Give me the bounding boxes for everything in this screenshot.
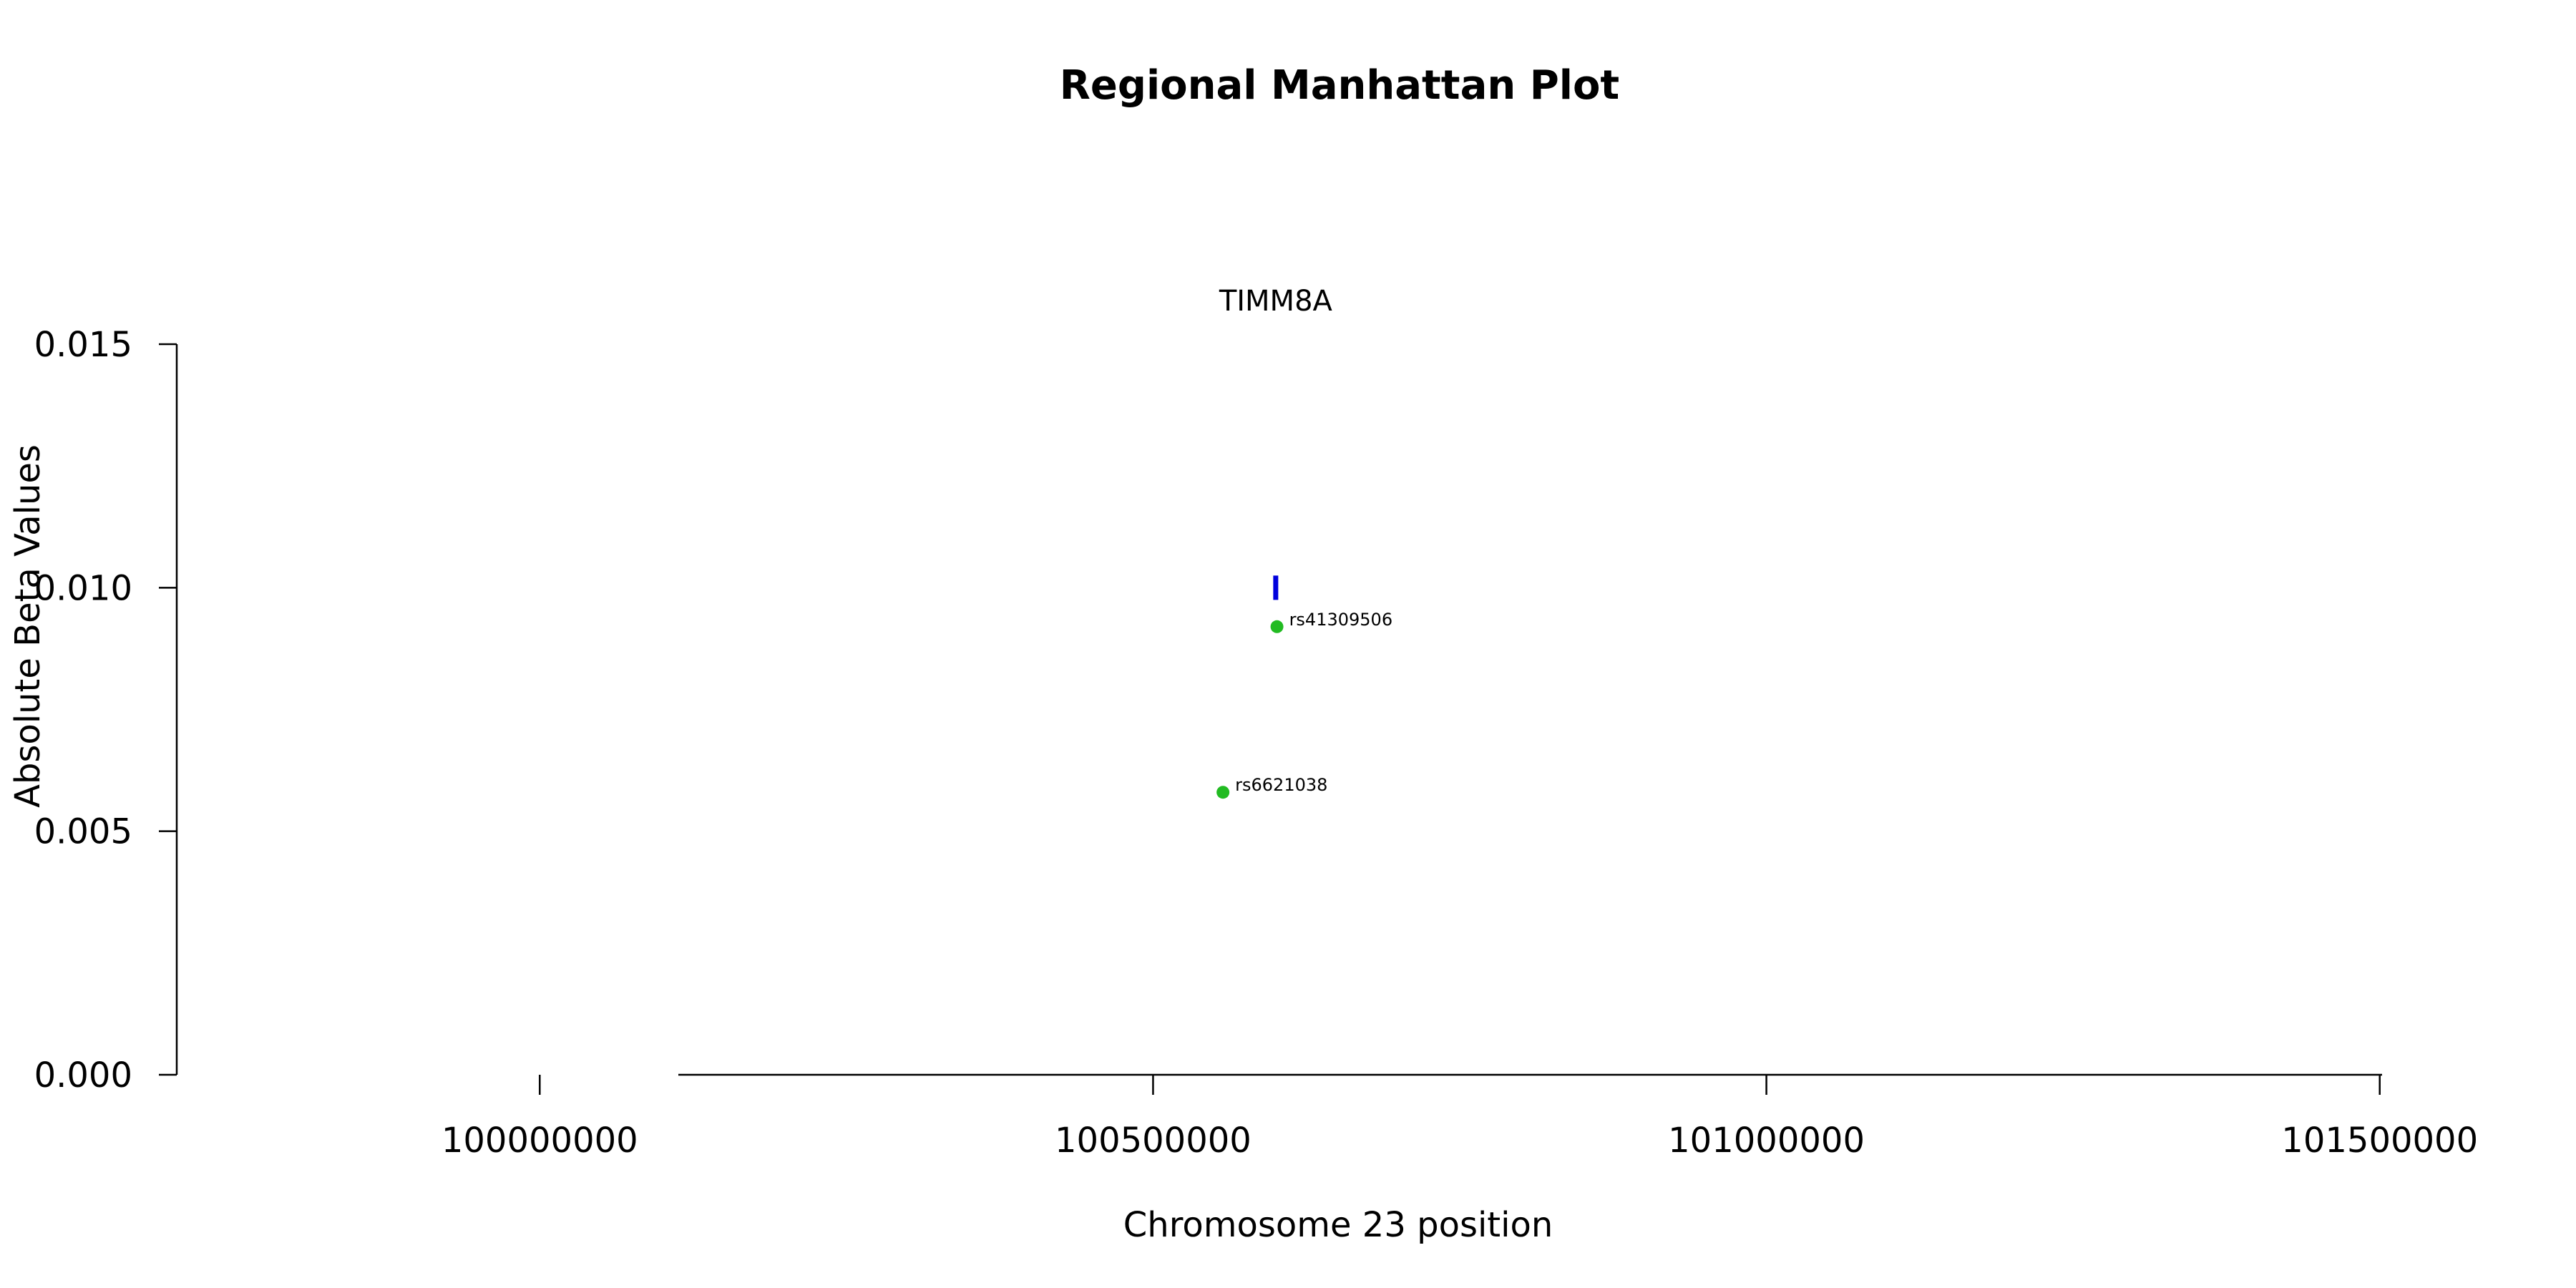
snp-label: rs41309506 — [1289, 610, 1393, 630]
snp-label: rs6621038 — [1235, 775, 1327, 795]
x-axis-ticks: 100000000 100500000 101000000 101500000 — [441, 1075, 2478, 1161]
y-tick-label: 0.015 — [34, 325, 132, 365]
y-axis-ticks: 0.000 0.005 0.010 0.015 — [34, 325, 177, 1096]
x-tick-label: 101000000 — [1668, 1121, 1865, 1161]
x-tick-label: 101500000 — [2281, 1121, 2478, 1161]
chart-title: Regional Manhattan Plot — [1060, 62, 1619, 109]
x-tick-label: 100000000 — [441, 1121, 638, 1161]
y-tick-label: 0.005 — [34, 812, 132, 852]
y-tick-label: 0.010 — [34, 568, 132, 608]
gene-label: TIMM8A — [1219, 285, 1333, 318]
x-axis-label: Chromosome 23 position — [1123, 1205, 1553, 1245]
y-axis-label: Absolute Beta Values — [8, 444, 48, 808]
x-tick-label: 100500000 — [1055, 1121, 1252, 1161]
data-points: rs41309506 rs6621038 — [1216, 610, 1392, 799]
gene-marker-group: TIMM8A — [1219, 285, 1333, 600]
snp-point — [1216, 786, 1230, 799]
snp-point — [1270, 620, 1284, 633]
y-tick-label: 0.000 — [34, 1055, 132, 1096]
